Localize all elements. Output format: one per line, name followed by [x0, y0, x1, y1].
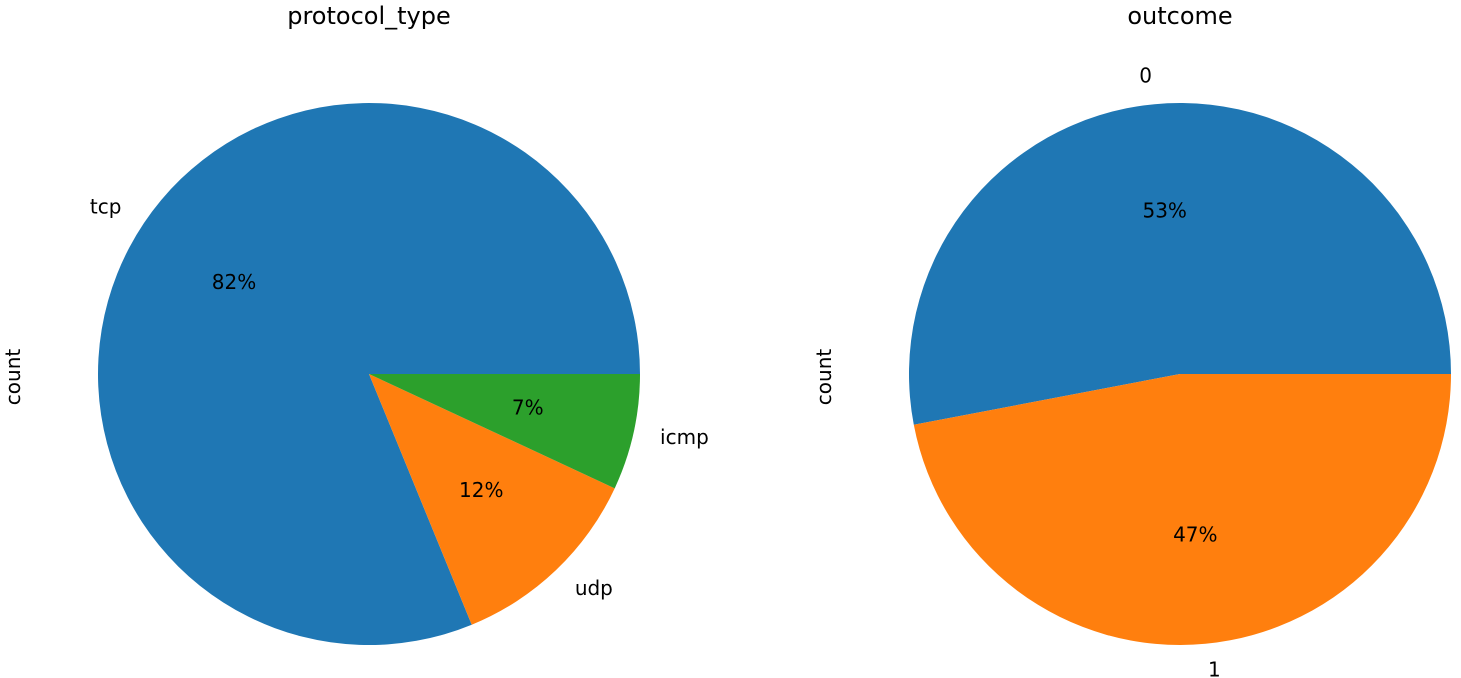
slice-percent-label: 12% — [459, 478, 503, 502]
outcome-pie-chart: outcome count 0 53% 1 47% — [812, 2, 1451, 678]
pie-slice-icmp — [369, 374, 640, 489]
chart-title: protocol_type — [287, 2, 451, 30]
slice-category-label: 0 — [1139, 64, 1152, 88]
slice-category-label: icmp — [660, 425, 709, 449]
protocol-type-pie-chart: protocol_type count tcp 82% udp 12% icmp 7% — [1, 2, 709, 645]
slice-percent-label: 7% — [512, 396, 544, 420]
y-axis-label: count — [812, 349, 836, 406]
pie-slices — [909, 103, 1451, 646]
pie-slice-udp — [369, 374, 615, 625]
pie-labels: tcp 82% udp 12% icmp 7% — [90, 194, 709, 600]
pie-slice-tcp — [98, 103, 640, 645]
pie-labels: 0 53% 1 47% — [1139, 64, 1221, 678]
pie-slice-0 — [909, 103, 1451, 425]
slice-category-label: udp — [575, 576, 613, 600]
chart-title: outcome — [1127, 2, 1232, 30]
slice-percent-label: 47% — [1173, 522, 1217, 546]
pie-slice-1 — [913, 374, 1451, 646]
y-axis-label: count — [1, 349, 25, 406]
pie-slices — [98, 103, 640, 645]
slice-category-label: 1 — [1208, 657, 1221, 678]
slice-percent-label: 53% — [1142, 199, 1186, 223]
slice-category-label: tcp — [90, 194, 122, 218]
slice-percent-label: 82% — [212, 270, 256, 294]
